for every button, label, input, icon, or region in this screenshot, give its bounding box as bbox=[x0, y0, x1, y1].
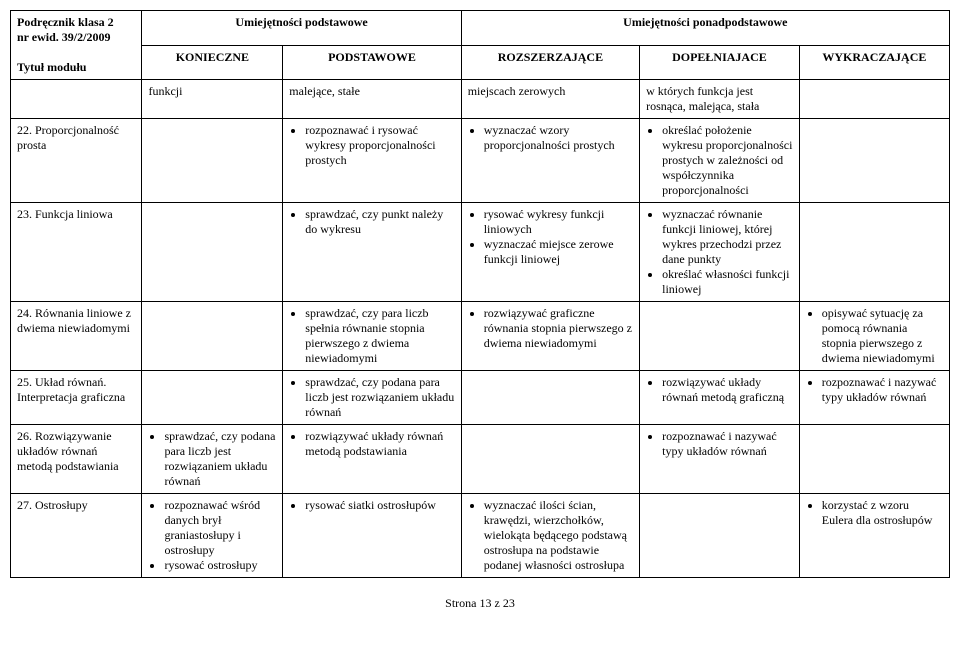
cell-b1 bbox=[142, 119, 283, 203]
li: opisywać sytuację za pomocą równania sto… bbox=[822, 306, 943, 366]
cell-e1: określać położenie wykresu proporcjonaln… bbox=[640, 119, 800, 203]
cell-f4: rozpoznawać i nazywać typy układów równa… bbox=[799, 371, 949, 425]
header-row-2: KONIECZNE PODSTAWOWE ROZSZERZAJĄCE DOPEŁ… bbox=[11, 45, 950, 80]
cell-d2: rysować wykresy funkcji liniowych wyznac… bbox=[461, 203, 639, 302]
li: rozwiązywać układy równań metodą podstaw… bbox=[305, 429, 454, 459]
sub-konieczne: KONIECZNE bbox=[142, 45, 283, 80]
cell-f0 bbox=[799, 80, 949, 119]
cell-c0: malejące, stałe bbox=[283, 80, 461, 119]
cell-a0 bbox=[11, 80, 142, 119]
header-left: Podręcznik klasa 2 nr ewid. 39/2/2009 Ty… bbox=[11, 11, 142, 80]
li: rysować ostrosłupy bbox=[164, 558, 276, 573]
cell-e4: rozwiązywać układy równań metodą graficz… bbox=[640, 371, 800, 425]
li: rozpoznawać wśród danych brył graniastos… bbox=[164, 498, 276, 558]
row-27: 27. Ostrosłupy rozpoznawać wśród danych … bbox=[11, 494, 950, 578]
cell-f3: opisywać sytuację za pomocą równania sto… bbox=[799, 302, 949, 371]
cell-b6: rozpoznawać wśród danych brył graniastos… bbox=[142, 494, 283, 578]
row-continuation: funkcji malejące, stałe miejscach zerowy… bbox=[11, 80, 950, 119]
li: rozwiązywać graficzne równania stopnia p… bbox=[484, 306, 633, 351]
cell-f6: korzystać z wzoru Eulera dla ostrosłupów bbox=[799, 494, 949, 578]
cell-b4 bbox=[142, 371, 283, 425]
cell-b3 bbox=[142, 302, 283, 371]
li: określać własności funkcji liniowej bbox=[662, 267, 793, 297]
cell-b2 bbox=[142, 203, 283, 302]
sub-wykraczajace: WYKRACZAJĄCE bbox=[799, 45, 949, 80]
cell-f1 bbox=[799, 119, 949, 203]
row-26: 26. Rozwiązywanie układów równań metodą … bbox=[11, 425, 950, 494]
cell-b5: sprawdzać, czy podana para liczb jest ro… bbox=[142, 425, 283, 494]
header-row-1: Podręcznik klasa 2 nr ewid. 39/2/2009 Ty… bbox=[11, 11, 950, 46]
page-footer: Strona 13 z 23 bbox=[10, 596, 950, 611]
li: rozwiązywać układy równań metodą graficz… bbox=[662, 375, 793, 405]
li: rysować siatki ostrosłupów bbox=[305, 498, 454, 513]
row-24: 24. Równania liniowe z dwiema niewiadomy… bbox=[11, 302, 950, 371]
li: rozpoznawać i nazywać typy układów równa… bbox=[822, 375, 943, 405]
cell-e6 bbox=[640, 494, 800, 578]
cell-d0: miejscach zerowych bbox=[461, 80, 639, 119]
cell-e0: w których funkcja jest rosnąca, malejąca… bbox=[640, 80, 800, 119]
li: wyznaczać ilości ścian, krawędzi, wierzc… bbox=[484, 498, 633, 573]
cell-e3 bbox=[640, 302, 800, 371]
sub-dopelniajace: DOPEŁNIAJACE bbox=[640, 45, 800, 80]
cell-d1: wyznaczać wzory proporcjonalności prosty… bbox=[461, 119, 639, 203]
cell-a2: 23. Funkcja liniowa bbox=[11, 203, 142, 302]
cell-c5: rozwiązywać układy równań metodą podstaw… bbox=[283, 425, 461, 494]
hdr-l2: nr ewid. 39/2/2009 bbox=[17, 30, 110, 44]
skills-table: Podręcznik klasa 2 nr ewid. 39/2/2009 Ty… bbox=[10, 10, 950, 578]
cell-f5 bbox=[799, 425, 949, 494]
cell-c1: rozpoznawać i rysować wykresy proporcjon… bbox=[283, 119, 461, 203]
li: sprawdzać, czy para liczb spełnia równan… bbox=[305, 306, 454, 366]
li: sprawdzać, czy podana para liczb jest ro… bbox=[164, 429, 276, 489]
header-basic: Umiejętności podstawowe bbox=[142, 11, 461, 46]
cell-f2 bbox=[799, 203, 949, 302]
cell-a5: 26. Rozwiązywanie układów równań metodą … bbox=[11, 425, 142, 494]
li: wyznaczać wzory proporcjonalności prosty… bbox=[484, 123, 633, 153]
hdr-l3: Tytuł modułu bbox=[17, 60, 86, 74]
li: określać położenie wykresu proporcjonaln… bbox=[662, 123, 793, 198]
cell-e5: rozpoznawać i nazywać typy układów równa… bbox=[640, 425, 800, 494]
row-25: 25. Układ równań. Interpretacja graficzn… bbox=[11, 371, 950, 425]
cell-a4: 25. Układ równań. Interpretacja graficzn… bbox=[11, 371, 142, 425]
row-23: 23. Funkcja liniowa sprawdzać, czy punkt… bbox=[11, 203, 950, 302]
li: rysować wykresy funkcji liniowych bbox=[484, 207, 633, 237]
li: wyznaczać równanie funkcji liniowej, któ… bbox=[662, 207, 793, 267]
li: wyznaczać miejsce zerowe funkcji liniowe… bbox=[484, 237, 633, 267]
cell-c3: sprawdzać, czy para liczb spełnia równan… bbox=[283, 302, 461, 371]
hdr-l1: Podręcznik klasa 2 bbox=[17, 15, 114, 29]
cell-d6: wyznaczać ilości ścian, krawędzi, wierzc… bbox=[461, 494, 639, 578]
cell-a3: 24. Równania liniowe z dwiema niewiadomy… bbox=[11, 302, 142, 371]
cell-e2: wyznaczać równanie funkcji liniowej, któ… bbox=[640, 203, 800, 302]
li: sprawdzać, czy podana para liczb jest ro… bbox=[305, 375, 454, 420]
li: rozpoznawać i rysować wykresy proporcjon… bbox=[305, 123, 454, 168]
sub-podstawowe: PODSTAWOWE bbox=[283, 45, 461, 80]
cell-c4: sprawdzać, czy podana para liczb jest ro… bbox=[283, 371, 461, 425]
header-advanced: Umiejętności ponadpodstawowe bbox=[461, 11, 949, 46]
cell-d4 bbox=[461, 371, 639, 425]
li: rozpoznawać i nazywać typy układów równa… bbox=[662, 429, 793, 459]
sub-rozszerzajace: ROZSZERZAJĄCE bbox=[461, 45, 639, 80]
cell-d5 bbox=[461, 425, 639, 494]
cell-c6: rysować siatki ostrosłupów bbox=[283, 494, 461, 578]
cell-a6: 27. Ostrosłupy bbox=[11, 494, 142, 578]
cell-d3: rozwiązywać graficzne równania stopnia p… bbox=[461, 302, 639, 371]
li: sprawdzać, czy punkt należy do wykresu bbox=[305, 207, 454, 237]
cell-a1: 22. Proporcjonalność prosta bbox=[11, 119, 142, 203]
li: korzystać z wzoru Eulera dla ostrosłupów bbox=[822, 498, 943, 528]
row-22: 22. Proporcjonalność prosta rozpoznawać … bbox=[11, 119, 950, 203]
cell-c2: sprawdzać, czy punkt należy do wykresu bbox=[283, 203, 461, 302]
cell-b0: funkcji bbox=[142, 80, 283, 119]
